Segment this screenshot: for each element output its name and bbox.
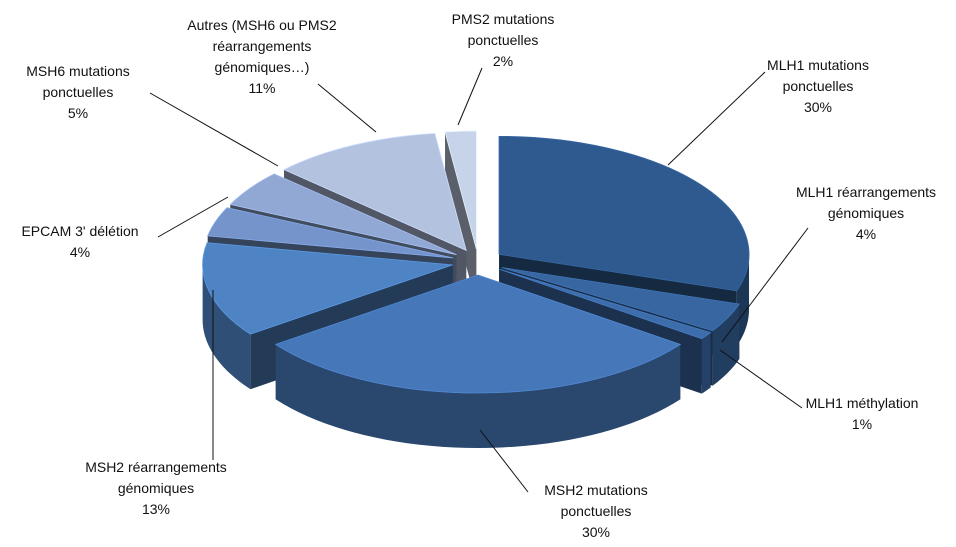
- leader-line: [479, 429, 529, 493]
- slice-top: [283, 132, 467, 252]
- value-label: 2%: [493, 53, 513, 69]
- slice-side: [712, 303, 740, 386]
- category-label: MLH1 réarrangements génomiques: [796, 184, 936, 221]
- slice-top: [501, 267, 740, 332]
- slice-top: [499, 268, 712, 340]
- slice-top: [274, 274, 682, 394]
- category-label: MSH2 mutations ponctuelles: [544, 482, 647, 519]
- leader-line: [317, 83, 377, 133]
- slice-side: [202, 264, 251, 390]
- leader-line: [721, 227, 809, 343]
- leader-line: [719, 349, 803, 409]
- category-label: PMS2 mutations ponctuelles: [452, 11, 555, 48]
- value-label: 11%: [249, 80, 276, 96]
- slice-side: [275, 344, 681, 448]
- value-label: 13%: [142, 501, 170, 517]
- slice-cut-wall: [445, 131, 477, 305]
- value-label: 5%: [68, 105, 88, 121]
- value-label: 4%: [70, 244, 90, 260]
- slice-top: [202, 242, 453, 335]
- category-label: MLH1 mutations ponctuelles: [767, 57, 869, 94]
- value-label: 30%: [582, 524, 610, 540]
- leader-line: [157, 196, 229, 238]
- slice: [444, 130, 477, 305]
- category-label: EPCAM 3' délétion: [21, 223, 138, 239]
- slice: [274, 274, 682, 448]
- value-label: 30%: [804, 99, 832, 115]
- category-label: MLH1 méthylation: [806, 395, 919, 411]
- category-label: MSH2 réarrangements génomiques: [85, 459, 227, 496]
- leader-line: [149, 92, 279, 167]
- slice-top: [229, 173, 457, 256]
- category-label: Autres (MSH6 ou PMS2 réarrangements génomi…: [187, 17, 337, 75]
- slice-top: [444, 130, 477, 250]
- slice-side: [736, 254, 750, 346]
- value-label: 1%: [852, 416, 872, 432]
- leader-line: [457, 67, 483, 126]
- value-label: 4%: [856, 226, 876, 242]
- slice-top: [207, 207, 454, 259]
- slice-top: [498, 135, 750, 292]
- leader-line: [667, 71, 766, 166]
- category-label: MSH6 mutations ponctuelles: [26, 63, 129, 100]
- slice-side: [701, 332, 711, 394]
